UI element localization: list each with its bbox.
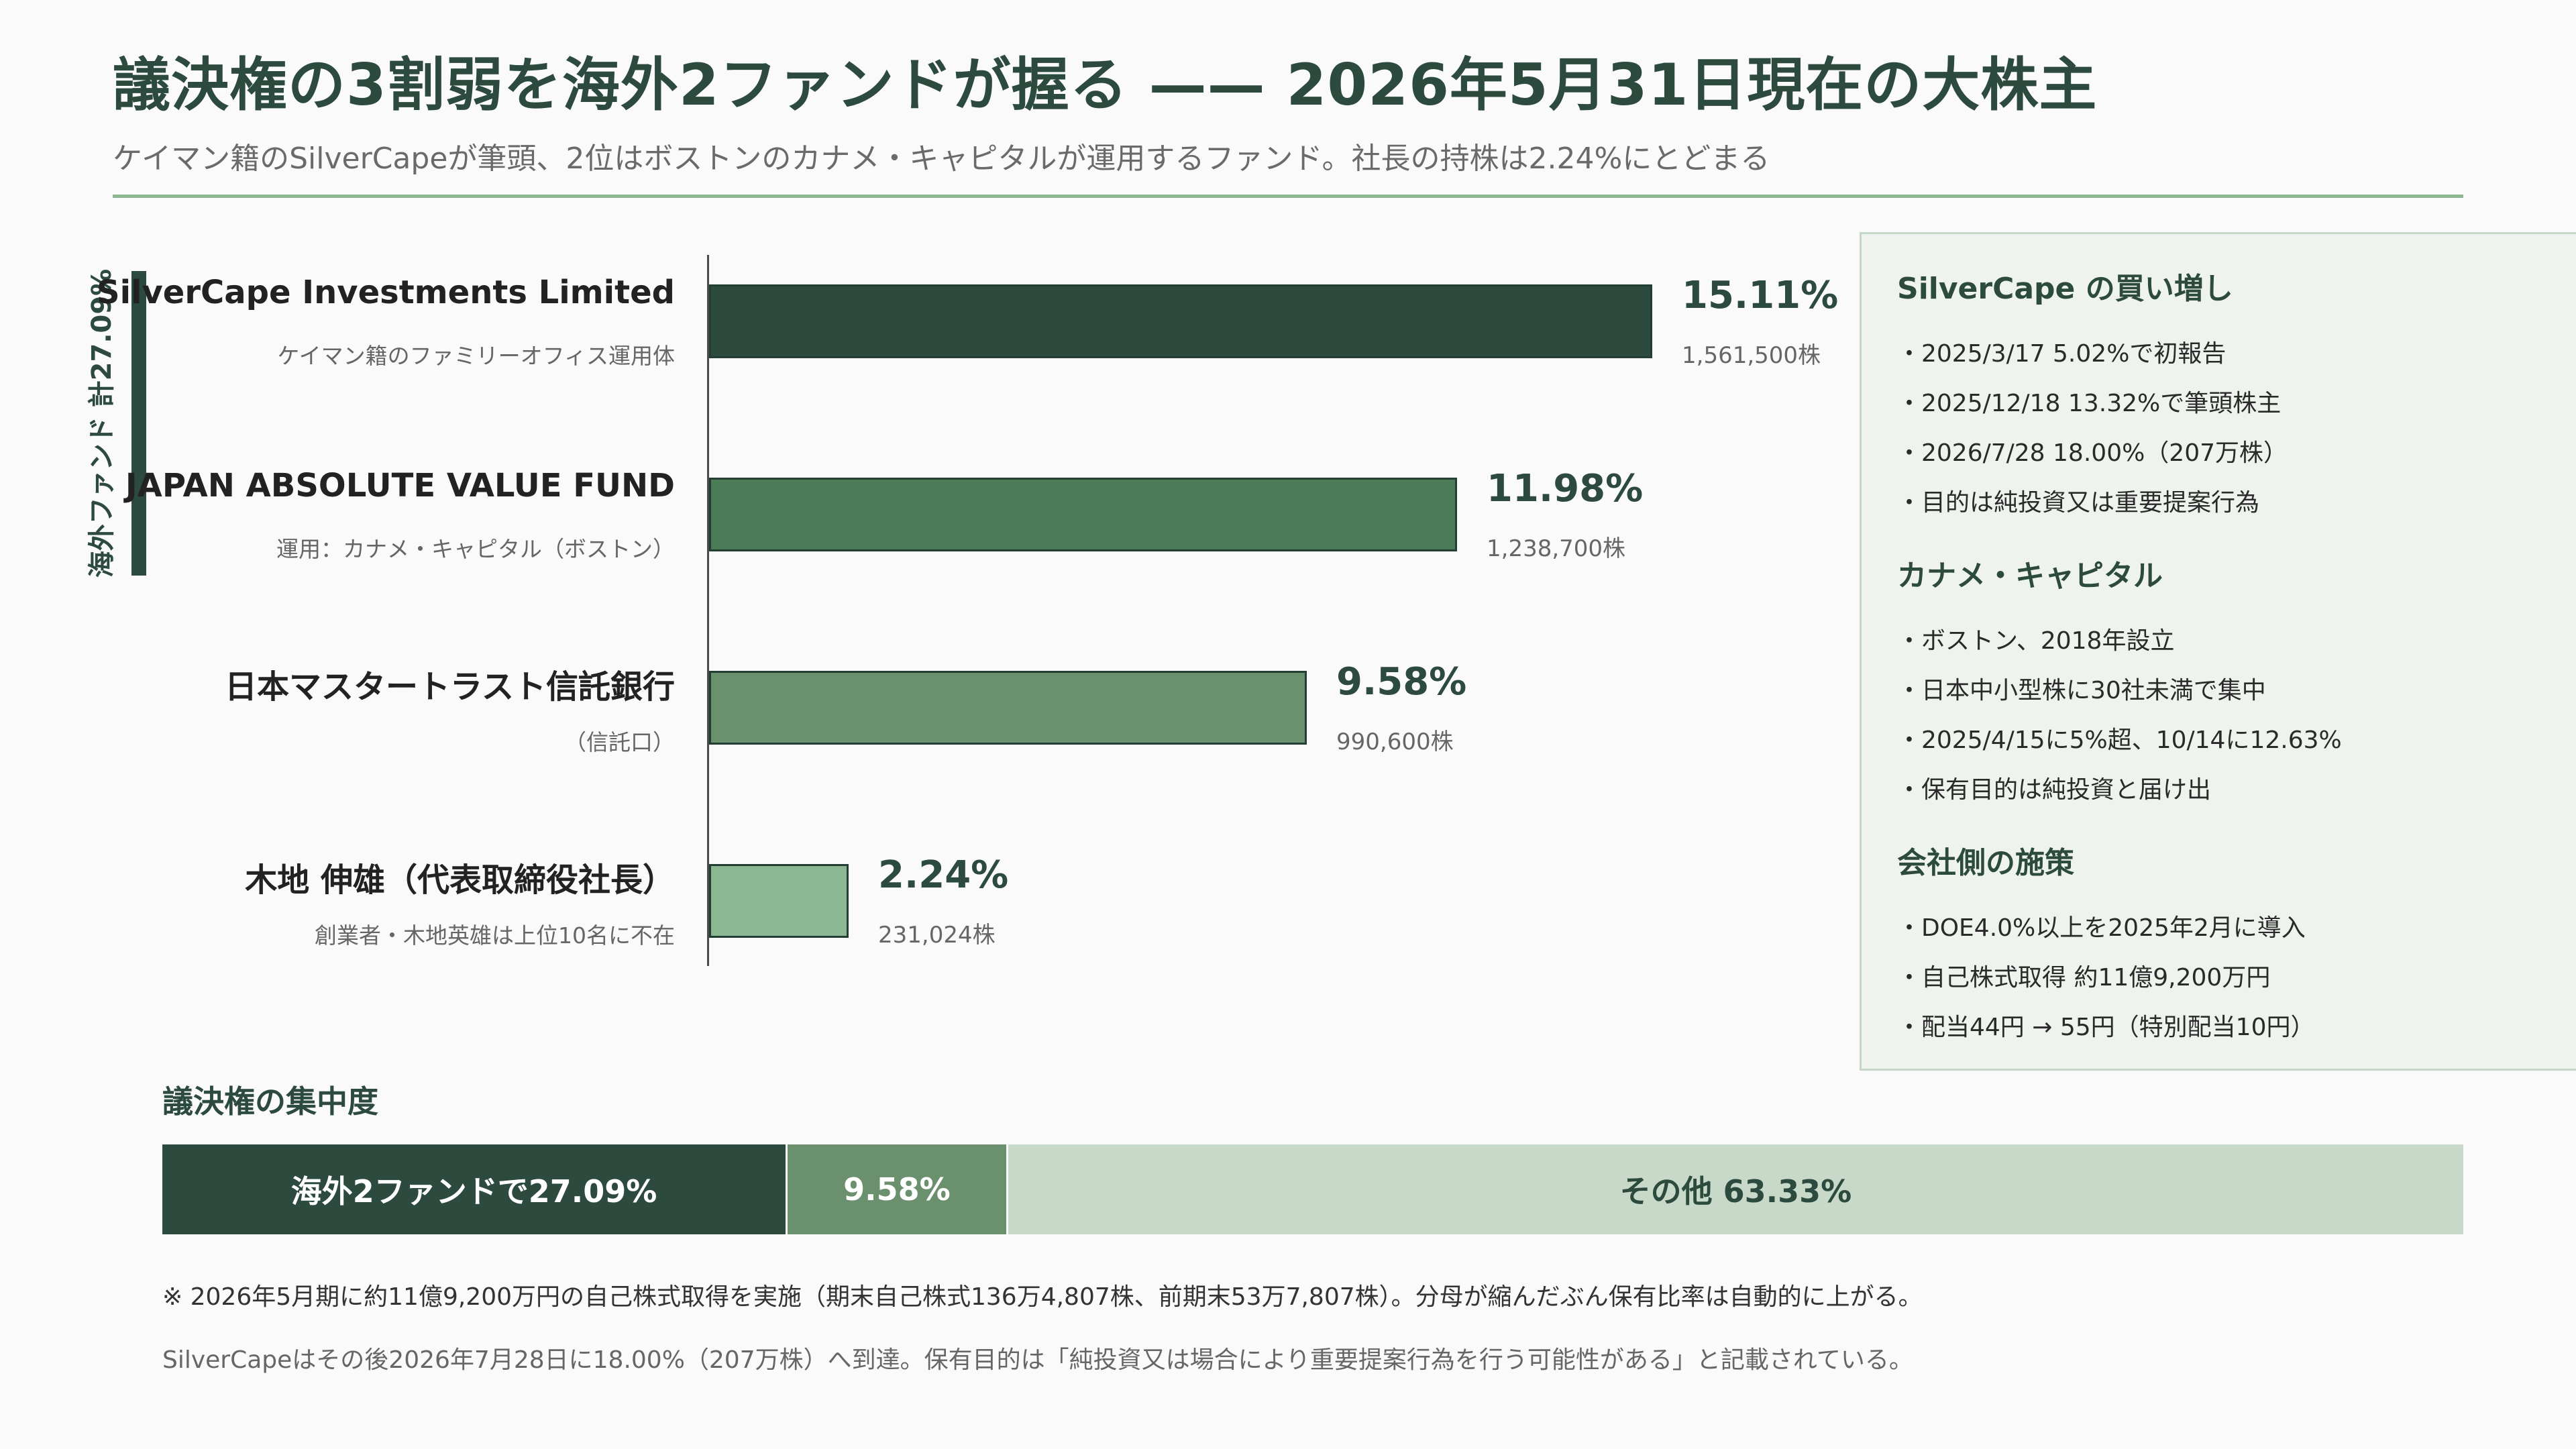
bar — [709, 284, 1652, 358]
panel-section-item: ・日本中小型株に30社未満で集中 — [1897, 677, 2266, 704]
page-subtitle: ケイマン籍のSilverCapeが筆頭、2位はボストンのカナメ・キャピタルが運用… — [113, 142, 1770, 176]
concentration-stacked-bar: 海外2ファンドで27.09% 9.58% その他 63.33% — [162, 1144, 2463, 1234]
panel-section-heading: SilverCape の買い増し — [1897, 272, 2233, 306]
chart-axis-line — [707, 255, 709, 966]
group-bracket-bar — [131, 271, 146, 576]
panel-section-item: ・ボストン、2018年設立 — [1897, 627, 2175, 655]
bar-value-label: 15.11% — [1682, 274, 1839, 317]
bar-value-label: 9.58% — [1336, 660, 1467, 704]
group-bracket-label: 海外ファンド 計27.09% — [87, 268, 117, 578]
bar-shares-label: 1,561,500株 — [1682, 342, 1821, 369]
concentration-segment: 9.58% — [786, 1144, 1006, 1234]
panel-section-item: ・DOE4.0%以上を2025年2月に導入 — [1897, 914, 2306, 942]
category-label: JAPAN ABSOLUTE VALUE FUND — [125, 467, 675, 504]
page-title: 議決権の3割弱を海外2ファンドが握る —— 2026年5月31日現在の大株主 — [113, 52, 2098, 119]
panel-section-item: ・2025/4/15に5%超、10/14に12.63% — [1897, 727, 2342, 754]
bar — [709, 671, 1307, 745]
panel-section-item: ・配当44円 → 55円（特別配当10円） — [1897, 1014, 2315, 1041]
category-note: 運用：カナメ・キャピタル（ボストン） — [276, 536, 675, 562]
category-label: SilverCape Investments Limited — [97, 274, 675, 311]
panel-section-heading: カナメ・キャピタル — [1897, 559, 2163, 593]
panel-section-item: ・2025/3/17 5.02%で初報告 — [1897, 340, 2226, 368]
category-label: 日本マスタートラスト信託銀行 — [224, 668, 675, 706]
bar-value-label: 11.98% — [1487, 467, 1644, 511]
panel-section-item: ・保有目的は純投資と届け出 — [1897, 776, 2212, 804]
panel-section-item: ・2025/12/18 13.32%で筆頭株主 — [1897, 390, 2282, 417]
bar-shares-label: 231,024株 — [878, 922, 996, 949]
bar-value-label: 2.24% — [878, 853, 1009, 897]
category-note: ケイマン籍のファミリーオフィス運用体 — [277, 343, 675, 369]
bar — [709, 478, 1457, 551]
concentration-segment: 海外2ファンドで27.09% — [162, 1144, 786, 1234]
panel-section-item: ・目的は純投資又は重要提案行為 — [1897, 489, 2260, 517]
category-label: 木地 伸雄（代表取締役社長） — [245, 861, 675, 899]
category-note: （信託口） — [564, 729, 675, 755]
bar-shares-label: 990,600株 — [1336, 729, 1454, 755]
panel-section-item: ・自己株式取得 約11億9,200万円 — [1897, 964, 2271, 991]
concentration-title: 議決権の集中度 — [162, 1083, 378, 1120]
bar — [709, 864, 849, 938]
concentration-segment: その他 63.33% — [1006, 1144, 2463, 1234]
title-divider — [113, 195, 2463, 198]
category-note: 創業者・木地英雄は上位10名に不在 — [315, 922, 675, 949]
panel-section-item: ・2026/7/28 18.00%（207万株） — [1897, 439, 2288, 467]
footnote-buyback: ※ 2026年5月期に約11億9,200万円の自己株式取得を実施（期末自己株式1… — [162, 1283, 1923, 1311]
side-panel — [1860, 232, 2576, 1071]
footnote-silvercape: SilverCapeはその後2026年7月28日に18.00%（207万株）へ到… — [162, 1346, 1913, 1374]
panel-section-heading: 会社側の施策 — [1897, 846, 2074, 880]
bar-shares-label: 1,238,700株 — [1487, 535, 1626, 562]
